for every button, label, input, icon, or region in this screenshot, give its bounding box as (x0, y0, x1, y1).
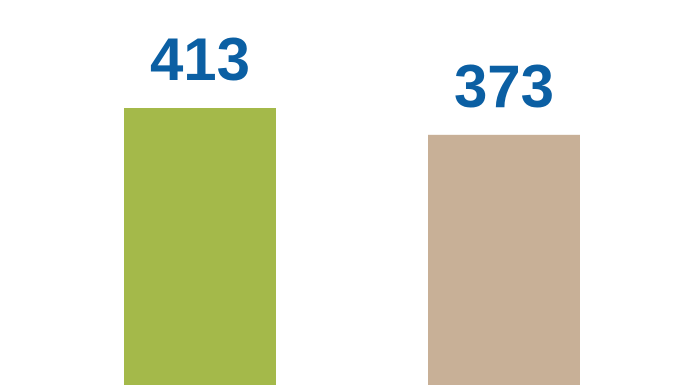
bar-2 (428, 134, 580, 385)
bar-group (124, 108, 580, 385)
bar-1 (124, 108, 276, 385)
data-label-2: 373 (454, 53, 554, 120)
data-label-1: 413 (150, 26, 250, 93)
data-label-group: 413 373 (150, 26, 554, 120)
